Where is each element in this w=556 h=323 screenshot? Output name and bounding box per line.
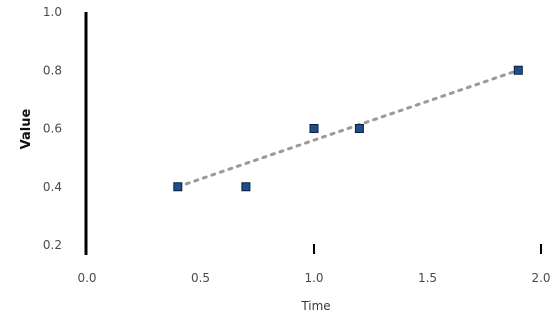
y-axis-title: Value	[19, 108, 34, 149]
y-tick-label: 0.4	[43, 180, 62, 194]
data-point	[173, 182, 183, 192]
data-points	[173, 65, 523, 192]
x-tick-label: 0.0	[77, 271, 96, 285]
x-tick-label: 0.5	[191, 271, 210, 285]
trend-line	[176, 68, 520, 189]
y-tick-label: 0.8	[43, 63, 62, 77]
x-axis-title: Time	[300, 299, 330, 313]
y-tick-label: 0.2	[43, 238, 62, 252]
data-point	[513, 65, 523, 75]
y-tick-labels: 0.2 0.4 0.6 0.8 1.0	[43, 5, 62, 252]
trend-line-group	[176, 68, 520, 189]
data-point	[354, 124, 364, 133]
x-tick-label: 2.0	[531, 271, 550, 285]
x-tick-label: 1.5	[418, 271, 437, 285]
x-tick-labels: 0.0 0.5 1.0 1.5 2.0	[77, 271, 550, 285]
axes	[84, 12, 542, 255]
x-tick-label: 1.0	[304, 271, 323, 285]
data-point	[309, 124, 319, 133]
data-point	[241, 182, 251, 192]
y-tick-label: 0.6	[43, 122, 62, 136]
y-tick-label: 1.0	[43, 5, 62, 19]
